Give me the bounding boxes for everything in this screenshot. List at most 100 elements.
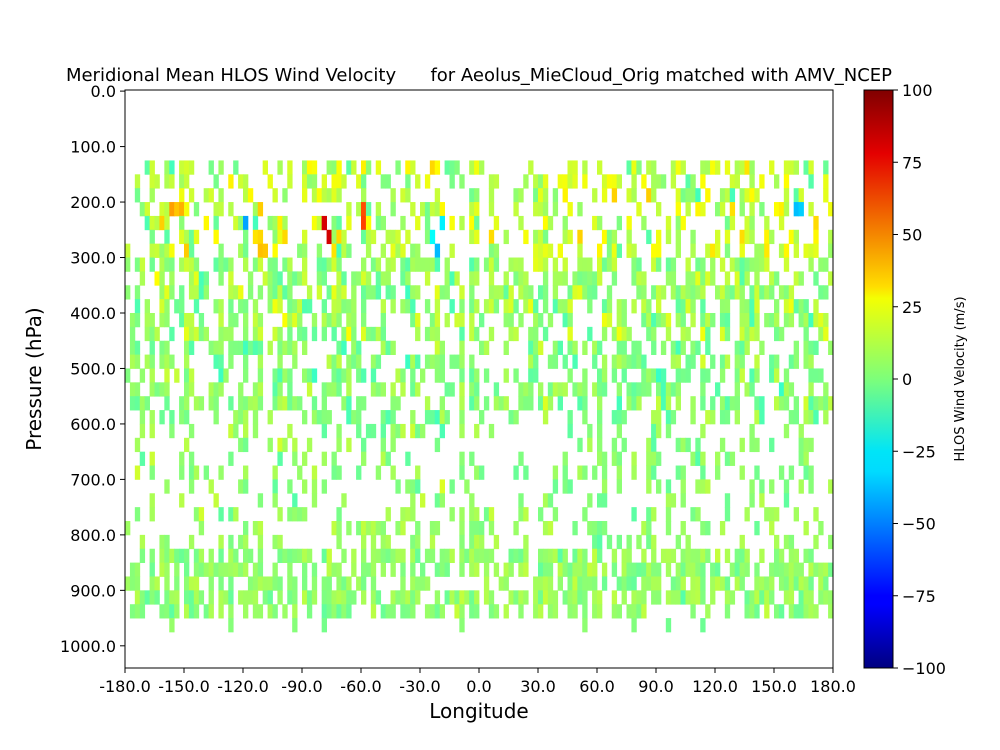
heatmap-cell — [208, 382, 214, 397]
heatmap-cell — [685, 548, 691, 564]
heatmap-cell — [670, 257, 677, 272]
heatmap-cell — [385, 271, 391, 286]
heatmap-cell — [680, 548, 686, 564]
heatmap-cell — [611, 410, 618, 425]
heatmap-cell — [813, 534, 819, 550]
heatmap-cell — [292, 271, 298, 286]
heatmap-cell — [715, 285, 721, 300]
heatmap-cell — [567, 368, 573, 383]
heatmap-cell — [134, 340, 141, 355]
heatmap-cell — [749, 202, 755, 217]
heatmap-cell — [410, 312, 416, 328]
heatmap-cell — [474, 188, 480, 203]
heatmap-cell — [749, 215, 755, 231]
heatmap-cell — [769, 368, 775, 383]
heatmap-cell — [474, 534, 480, 550]
heatmap-cell — [272, 326, 278, 342]
heatmap-cell — [385, 340, 391, 355]
heatmap-cell — [557, 243, 563, 258]
heatmap-cell — [434, 340, 441, 355]
heatmap-cell — [724, 548, 731, 564]
heatmap-cell — [306, 160, 313, 175]
heatmap-cell — [306, 382, 313, 397]
heatmap-cell — [449, 548, 455, 564]
heatmap-cell — [793, 507, 799, 522]
heatmap-cell — [685, 562, 691, 577]
heatmap-cell — [272, 396, 278, 411]
heatmap-cell — [346, 604, 352, 619]
x-tick-label: 0.0 — [466, 677, 491, 696]
heatmap-cell — [139, 410, 146, 425]
heatmap-cell — [218, 590, 224, 605]
heatmap-cell — [823, 174, 829, 189]
heatmap-cell — [754, 188, 760, 203]
heatmap-cell — [577, 243, 583, 258]
heatmap-cell — [483, 507, 490, 522]
heatmap-cell — [282, 215, 288, 231]
heatmap-cell — [582, 160, 588, 175]
heatmap-cell — [601, 382, 608, 397]
heatmap-cell — [695, 479, 701, 494]
heatmap-cell — [243, 534, 249, 550]
heatmap-cell — [149, 576, 155, 591]
heatmap-cell — [439, 562, 445, 577]
heatmap-cell — [739, 243, 745, 258]
heatmap-cell — [626, 548, 632, 564]
heatmap-cell — [547, 562, 554, 577]
heatmap-cell — [238, 396, 244, 411]
heatmap-cell — [572, 576, 578, 591]
heatmap-cell — [149, 354, 155, 369]
heatmap-cell — [665, 493, 672, 508]
heatmap-cell — [257, 576, 264, 591]
heatmap-cell — [764, 215, 770, 231]
heatmap-cell — [542, 229, 549, 245]
heatmap-cell — [572, 340, 578, 355]
heatmap-cell — [528, 285, 534, 300]
heatmap-cell — [365, 521, 372, 536]
heatmap-cell — [129, 396, 136, 411]
heatmap-cell — [656, 285, 662, 300]
heatmap-cell — [316, 410, 323, 425]
heatmap-cell — [675, 576, 681, 591]
heatmap-cell — [164, 368, 170, 383]
heatmap-cell — [783, 423, 790, 439]
heatmap-cell — [616, 215, 622, 231]
heatmap-cell — [739, 576, 745, 591]
heatmap-cell — [778, 202, 785, 217]
heatmap-cell — [184, 160, 190, 175]
heatmap-cell — [297, 507, 303, 522]
heatmap-cell — [218, 160, 224, 175]
heatmap-cell — [508, 326, 514, 342]
heatmap-cell — [651, 188, 657, 203]
heatmap-cell — [188, 160, 195, 175]
heatmap-cell — [754, 285, 760, 300]
heatmap-cell — [710, 160, 716, 175]
heatmap-cell — [336, 340, 342, 355]
heatmap-cell — [302, 243, 308, 258]
heatmap-cell — [803, 312, 809, 328]
heatmap-cell — [208, 340, 214, 355]
heatmap-cell — [636, 604, 642, 619]
heatmap-cell — [798, 451, 804, 466]
heatmap-cell — [228, 618, 234, 633]
heatmap-cell — [631, 451, 637, 466]
heatmap-cell — [611, 257, 618, 272]
heatmap-cell — [174, 299, 180, 314]
heatmap-cell — [272, 188, 278, 203]
heatmap-cell — [336, 507, 342, 522]
heatmap-cell — [572, 160, 578, 175]
heatmap-cell — [813, 271, 819, 286]
heatmap-cell — [193, 285, 200, 300]
heatmap-cell — [774, 604, 780, 619]
heatmap-cell — [134, 188, 141, 203]
heatmap-cell — [813, 396, 819, 411]
heatmap-cell — [213, 202, 219, 217]
heatmap-cell — [508, 562, 514, 577]
heatmap-cell — [715, 465, 721, 480]
heatmap-cell — [336, 174, 342, 189]
heatmap-cell — [459, 465, 465, 480]
heatmap-cell — [134, 299, 141, 314]
heatmap-cell — [188, 423, 195, 439]
heatmap-cell — [818, 521, 824, 536]
heatmap-cell — [592, 271, 598, 286]
